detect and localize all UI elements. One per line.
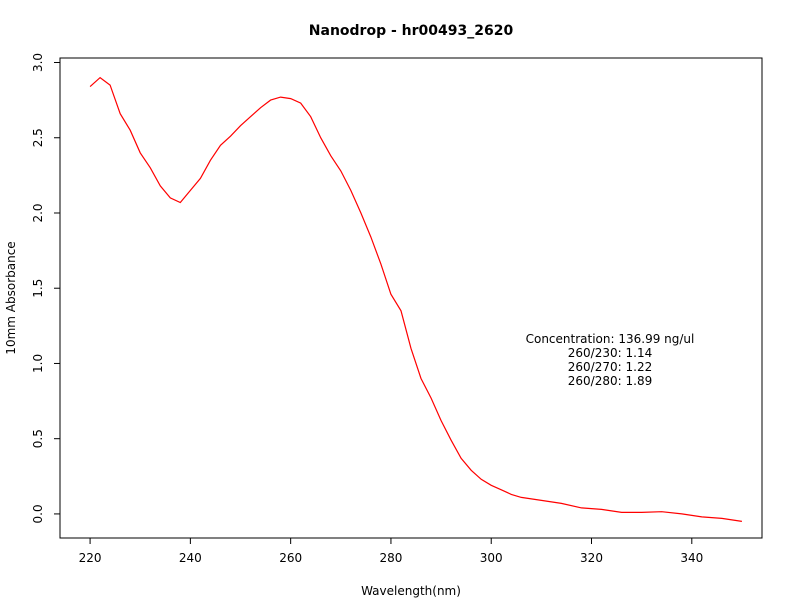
x-tick-label: 320: [580, 551, 603, 565]
x-tick-label: 220: [79, 551, 102, 565]
x-tick-label: 240: [179, 551, 202, 565]
plot-frame: [59, 57, 763, 539]
x-tick-label: 260: [279, 551, 302, 565]
y-tick-label: 0.0: [31, 504, 45, 523]
series-group: [89, 76, 742, 522]
y-tick-label: 3.0: [31, 53, 45, 72]
y-tick-label: 2.0: [31, 203, 45, 222]
annotation-ratio-260-270: 260/270: 1.22: [568, 360, 652, 374]
annotation-ratio-260-230: 260/230: 1.14: [568, 346, 652, 360]
y-tick-label: 1.5: [31, 279, 45, 298]
y-axis: 0.0 0.5 1.0 1.5 2.0 2.5 3.0: [31, 53, 60, 523]
series-line-absorbance: [89, 76, 742, 522]
y-tick-label: 1.0: [31, 354, 45, 373]
y-tick-label: 0.5: [31, 429, 45, 448]
x-axis-label: Wavelength(nm): [361, 584, 461, 598]
x-tick-label: 280: [379, 551, 402, 565]
x-tick-label: 300: [480, 551, 503, 565]
annotation-block: Concentration: 136.99 ng/ul 260/230: 1.1…: [526, 332, 695, 388]
annotation-ratio-260-280: 260/280: 1.89: [568, 374, 652, 388]
annotation-concentration: Concentration: 136.99 ng/ul: [526, 332, 695, 346]
y-axis-label: 10mm Absorbance: [4, 241, 18, 354]
chart-title: Nanodrop - hr00493_2620: [309, 23, 514, 39]
x-axis: 220 240 260 280 300 320 340: [79, 538, 703, 565]
y-tick-label: 2.5: [31, 128, 45, 147]
x-tick-label: 340: [680, 551, 703, 565]
